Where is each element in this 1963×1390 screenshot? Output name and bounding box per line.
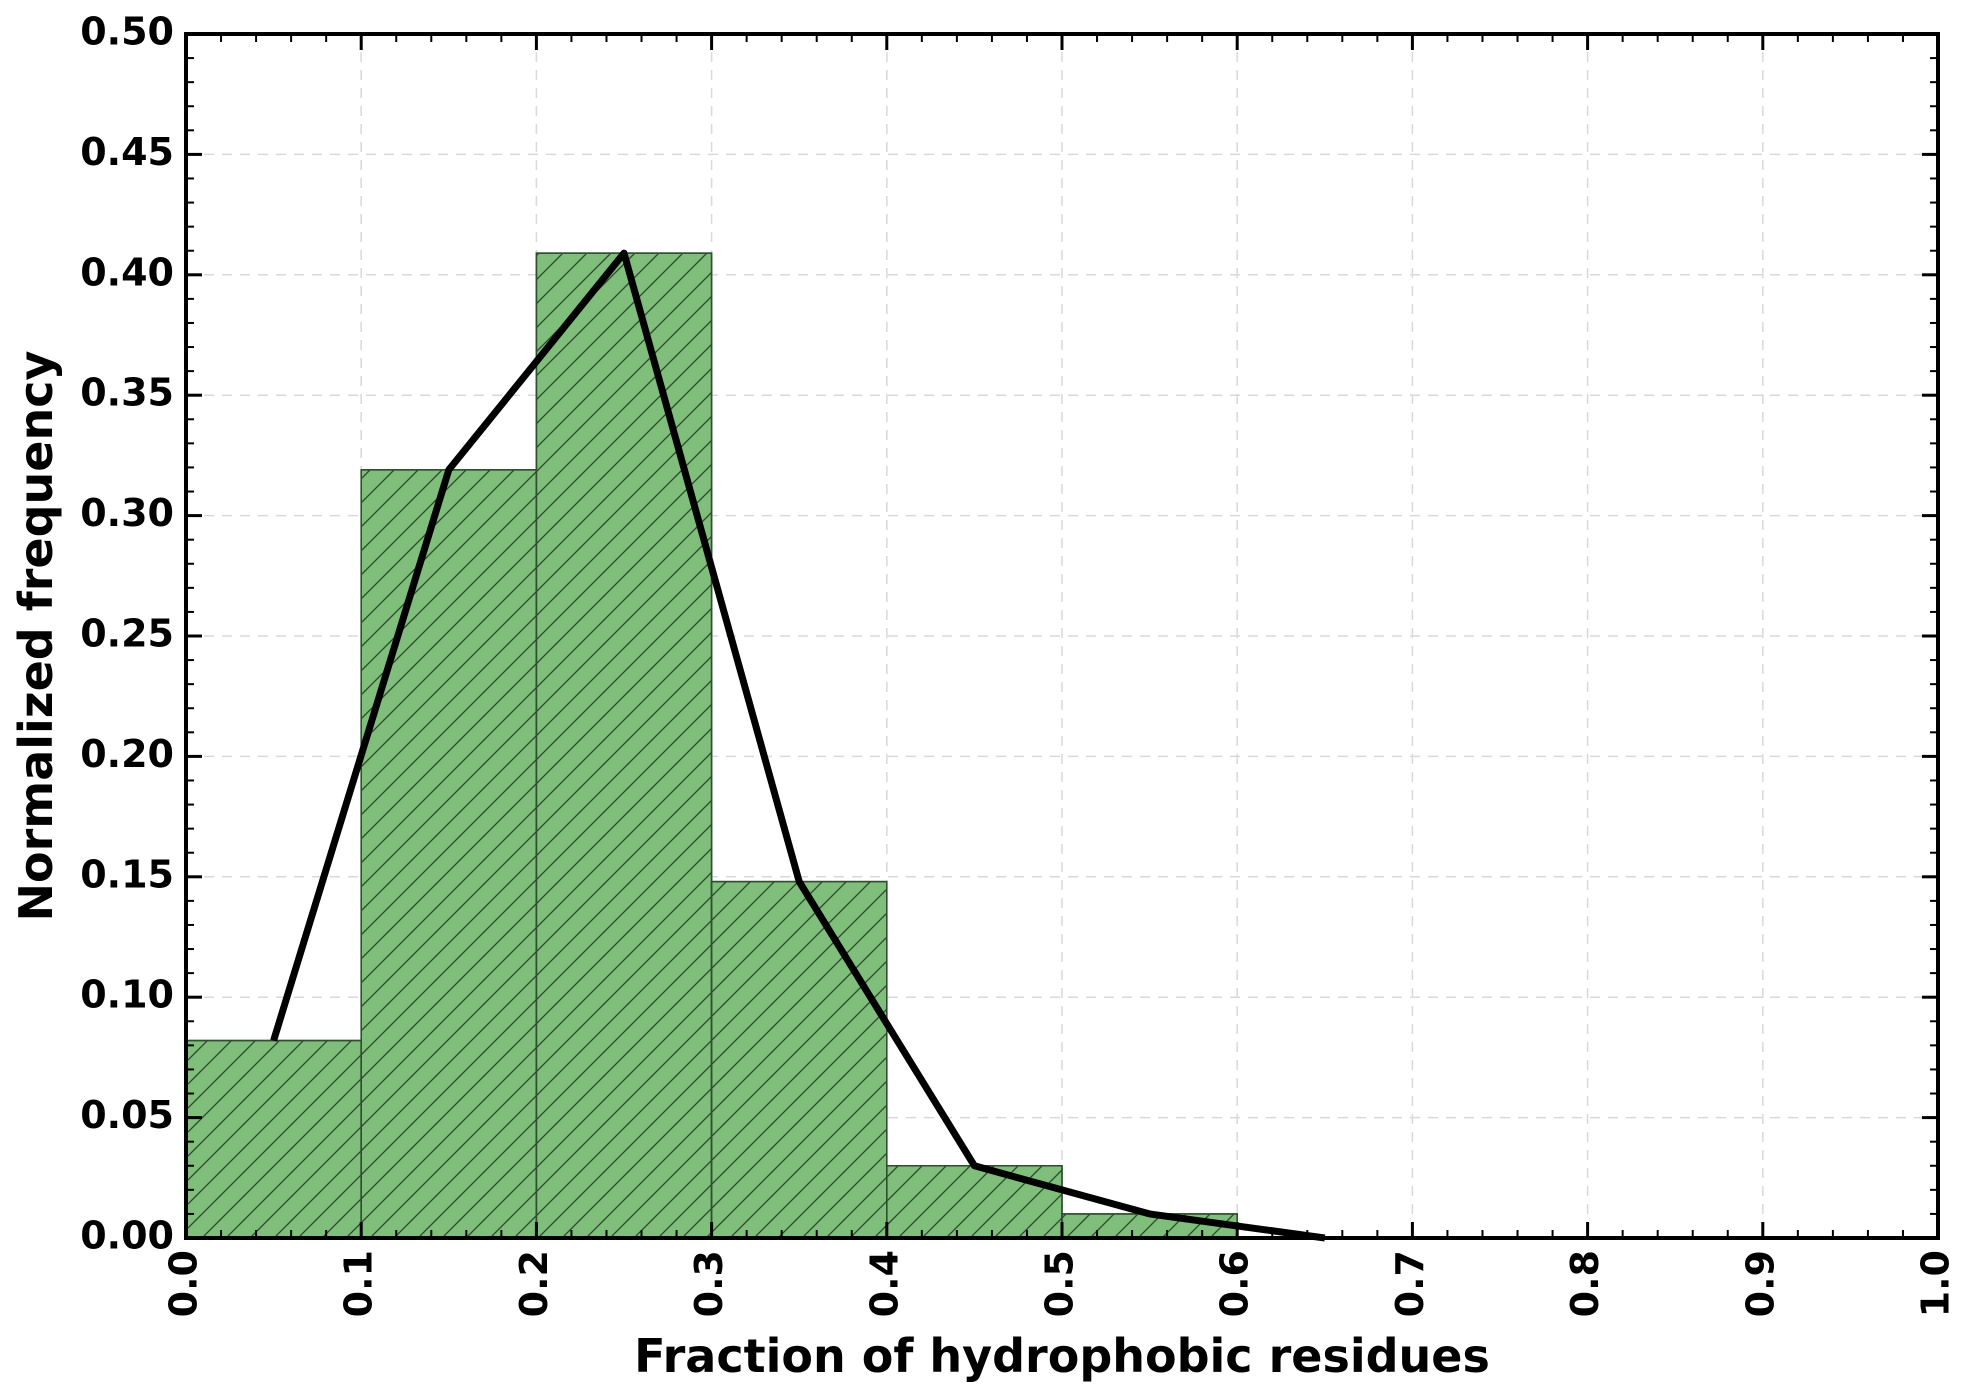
y-tick-label: 0.05 — [80, 1093, 174, 1137]
histogram-bar — [360, 469, 538, 1239]
y-tick-label: 0.30 — [80, 491, 174, 535]
histogram-bar — [710, 880, 888, 1239]
y-tick-label: 0.25 — [80, 612, 174, 656]
histogram-bar — [535, 252, 713, 1239]
bar-hatch — [1062, 1213, 1238, 1238]
y-tick-label: 0.50 — [80, 10, 174, 54]
y-tick-label: 0.20 — [80, 732, 174, 776]
bar-hatch — [711, 881, 887, 1238]
bar-hatch — [886, 1165, 1062, 1238]
x-tick-label: 0.2 — [512, 1250, 556, 1317]
histogram-bar — [886, 1165, 1063, 1239]
y-tick-label: 0.10 — [80, 973, 174, 1017]
x-tick-label: 0.4 — [862, 1250, 906, 1317]
histogram-bar — [1061, 1213, 1238, 1239]
bar-hatch — [536, 253, 712, 1239]
bar-hatch — [186, 1040, 362, 1238]
x-tick-label: 0.3 — [687, 1250, 731, 1317]
x-tick-label: 1.0 — [1914, 1250, 1958, 1317]
y-tick-label: 0.45 — [80, 130, 174, 174]
histogram-bars — [185, 252, 1238, 1239]
x-axis-label: Fraction of hydrophobic residues — [634, 1329, 1490, 1383]
x-tick-label: 0.0 — [162, 1250, 206, 1317]
x-tick-label: 0.6 — [1213, 1250, 1257, 1317]
x-tick-label: 0.1 — [337, 1250, 381, 1317]
plot-frame — [184, 32, 1940, 1240]
y-tick-label: 0.40 — [80, 250, 174, 294]
x-tick-label: 0.5 — [1038, 1250, 1082, 1317]
x-tick-label: 0.7 — [1388, 1250, 1432, 1317]
y-tick-labels: 0.00 0.05 0.10 0.15 0.20 0.25 0.30 0.35 0.40 0.45… — [80, 10, 174, 1258]
frequency-polygon — [270, 249, 1326, 1242]
histogram-bar — [185, 1039, 362, 1239]
x-tick-label: 0.8 — [1563, 1250, 1607, 1317]
y-tick-label: 0.35 — [80, 371, 174, 415]
frequency-line — [270, 249, 1326, 1242]
x-tick-label: 0.9 — [1738, 1250, 1782, 1317]
x-tick-labels: 0.0 0.1 0.2 0.3 0.4 0.5 0.6 0.7 0.8 0.9 1.0 — [162, 1250, 1958, 1317]
bar-hatch — [361, 469, 537, 1238]
y-tick-label: 0.00 — [80, 1214, 174, 1258]
y-axis-label: Normalized frequency — [9, 350, 63, 921]
y-tick-label: 0.15 — [80, 852, 174, 896]
